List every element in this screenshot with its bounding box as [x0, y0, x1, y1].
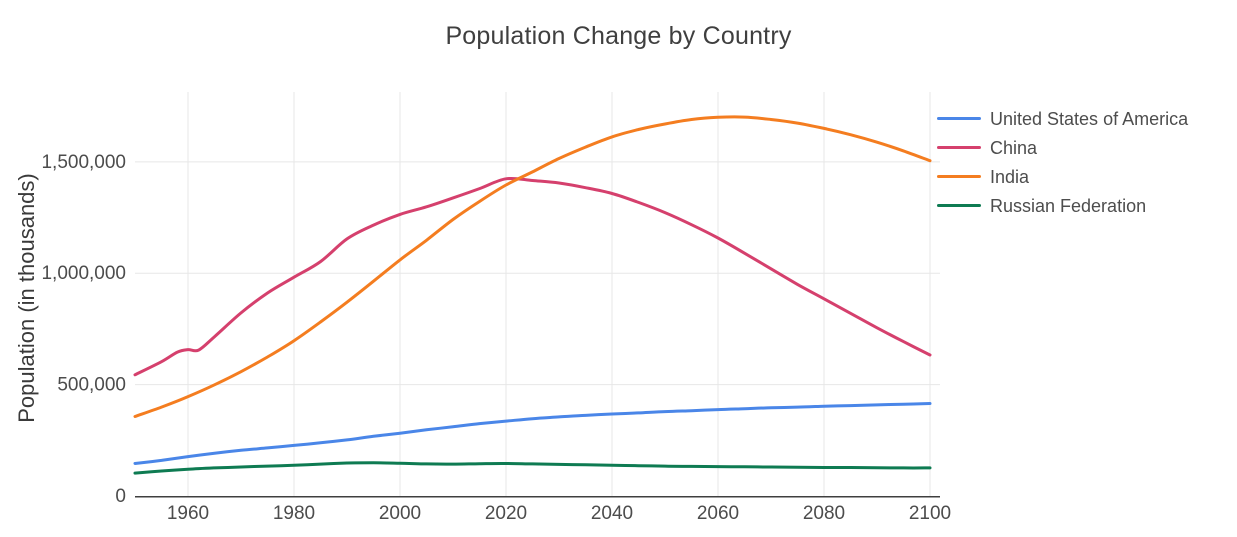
x-tick-label: 2020 — [485, 503, 527, 524]
y-tick-label: 0 — [115, 486, 126, 507]
y-tick-label: 1,000,000 — [41, 263, 126, 284]
legend-line-swatch — [937, 145, 981, 150]
chart-title: Population Change by Country — [445, 22, 792, 50]
y-axis-title: Population (in thousands) — [14, 173, 39, 423]
series-line-india[interactable] — [133, 115, 932, 418]
x-tick-label: 1980 — [273, 503, 315, 524]
x-tick-label: 2100 — [909, 503, 951, 524]
series-line-russian-federation[interactable] — [133, 461, 932, 475]
y-tick-label: 500,000 — [57, 375, 126, 396]
legend-line-swatch — [937, 174, 981, 179]
legend-label: Russian Federation — [990, 195, 1147, 216]
x-tick-label: 1960 — [167, 503, 209, 524]
legend-line-swatch — [937, 116, 981, 121]
legend-item-india[interactable]: India — [937, 162, 1188, 191]
legend-line-swatch — [937, 203, 981, 208]
x-tick-label: 2080 — [803, 503, 845, 524]
x-tick-label: 2000 — [379, 503, 421, 524]
legend-label: India — [990, 166, 1030, 187]
series-line-united-states-of-america[interactable] — [133, 402, 932, 465]
legend-label: United States of America — [990, 108, 1189, 129]
y-tick-label: 1,500,000 — [41, 152, 126, 173]
series-line-china[interactable] — [133, 176, 932, 377]
legend-label: China — [990, 137, 1038, 158]
legend-item-united-states-of-america[interactable]: United States of America — [937, 104, 1188, 133]
legend-item-china[interactable]: China — [937, 133, 1188, 162]
legend: United States of America China India Russia… — [937, 104, 1188, 220]
x-tick-label: 2040 — [591, 503, 633, 524]
legend-item-russian-federation[interactable]: Russian Federation — [937, 191, 1188, 220]
x-tick-label: 2060 — [697, 503, 739, 524]
